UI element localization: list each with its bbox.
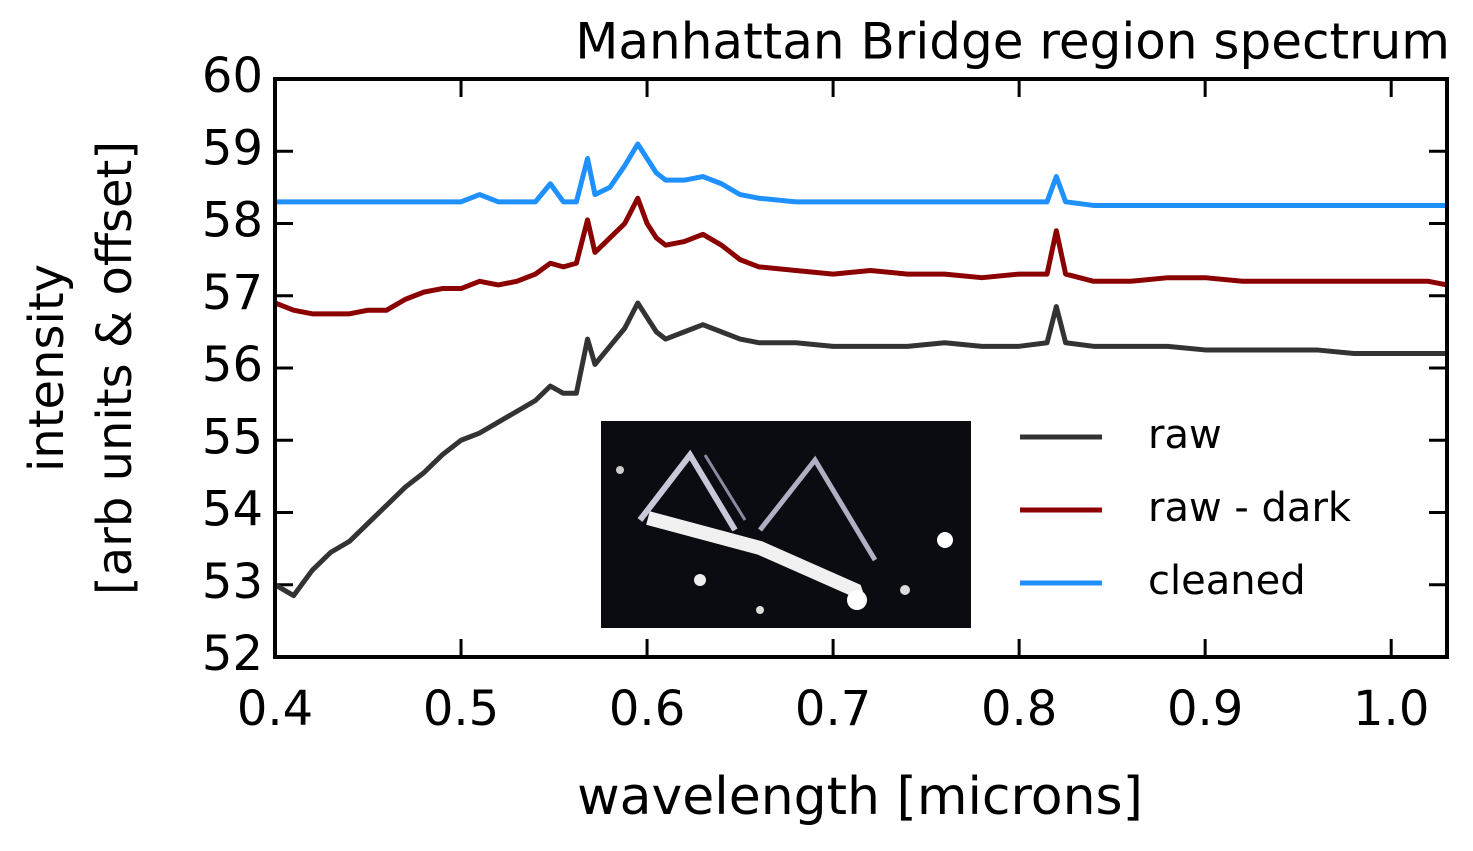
- data-line: [275, 141, 1447, 208]
- x-tick-label: 0.9: [1167, 681, 1243, 737]
- y-axis-label: [arb units & offset]: [87, 141, 143, 595]
- legend-label: raw: [1148, 412, 1222, 458]
- x-tick-label: 0.8: [981, 681, 1057, 737]
- data-line: [273, 300, 1447, 599]
- y-tick-label: 56: [202, 337, 263, 393]
- legend-label: cleaned: [1148, 558, 1306, 604]
- x-axis-label: wavelength [microns]: [577, 767, 1143, 827]
- y-tick-label: 58: [202, 193, 263, 249]
- x-tick-label: 0.7: [795, 681, 871, 737]
- x-tick-label: 1.0: [1353, 681, 1429, 737]
- data-line: [274, 195, 1448, 317]
- y-tick-label: 57: [202, 265, 263, 321]
- inset-photo: [601, 421, 971, 628]
- chart-title: Manhattan Bridge region spectrum: [575, 13, 1450, 71]
- y-axis-label: intensity: [19, 264, 75, 472]
- y-tick-label: 52: [202, 626, 263, 682]
- x-tick-label: 0.6: [609, 681, 685, 737]
- plot-frame: [273, 77, 1449, 659]
- y-tick-label: 60: [202, 48, 263, 104]
- y-tick-label: 54: [202, 482, 263, 538]
- x-tick-label: 0.4: [237, 681, 313, 737]
- legend-label: raw - dark: [1148, 485, 1352, 531]
- x-tick-label: 0.5: [423, 681, 499, 737]
- y-tick-label: 59: [202, 120, 263, 176]
- y-tick-label: 55: [202, 409, 263, 465]
- y-tick-label: 53: [202, 554, 263, 610]
